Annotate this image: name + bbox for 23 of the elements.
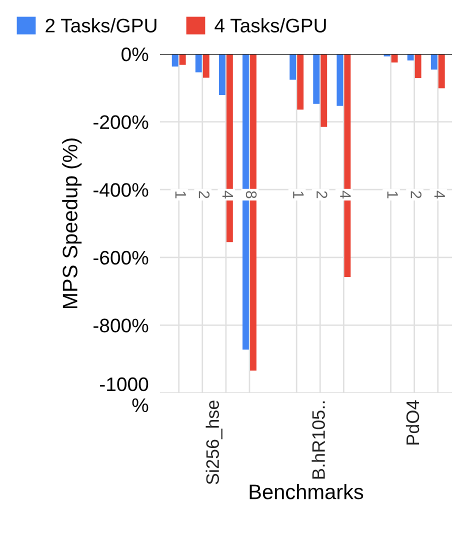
y-tick-label: -600%: [94, 250, 148, 265]
x-axis-title: Benchmarks: [250, 484, 364, 500]
y-tick-label: -1000 %: [100, 377, 148, 412]
x-tick-label: 2: [410, 191, 422, 198]
x-tick-label: 1: [175, 192, 186, 198]
x-tick-label: 8: [246, 191, 257, 198]
y-tick-label: -200%: [94, 115, 148, 130]
text: Si256_hse: [206, 400, 222, 484]
y-tick-label: -400%: [94, 183, 148, 197]
text: PdO4: [406, 400, 420, 444]
x-tick-label: 4: [340, 190, 351, 198]
x-tick-label: 2: [316, 191, 328, 198]
x-tick-label: 4: [434, 190, 445, 198]
text: B.hR105..: [312, 401, 325, 479]
y-tick-label: 0%: [122, 47, 148, 62]
x-tick-label: 1: [387, 192, 398, 198]
x-tick-label: 1: [293, 192, 304, 198]
x-tick-label: 4: [222, 190, 233, 198]
y-tick-label: -800%: [94, 318, 148, 332]
legend-label: 4 Tasks/GPU: [214, 18, 326, 32]
legend-label: 2 Tasks/GPU: [46, 18, 156, 32]
y-axis-title: MPS Speedup (%): [62, 138, 82, 308]
x-tick-label: 2: [198, 191, 210, 198]
